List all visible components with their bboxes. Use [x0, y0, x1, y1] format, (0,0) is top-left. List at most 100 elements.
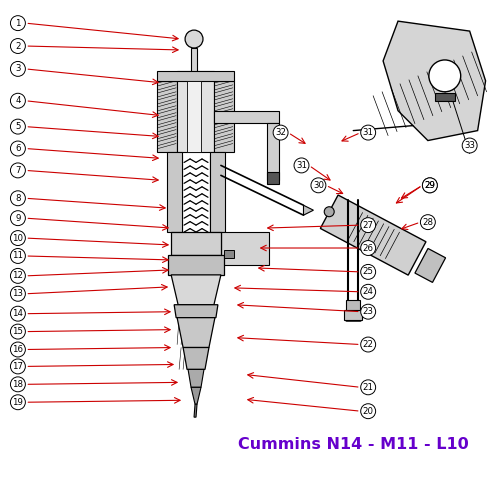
Circle shape [10, 268, 26, 283]
Polygon shape [177, 318, 215, 348]
Polygon shape [344, 310, 362, 320]
Polygon shape [174, 304, 218, 318]
Circle shape [10, 191, 26, 206]
Circle shape [10, 342, 26, 357]
Text: 16: 16 [12, 345, 24, 354]
Circle shape [10, 16, 26, 30]
Text: 22: 22 [362, 340, 374, 349]
Circle shape [422, 178, 438, 193]
Polygon shape [221, 232, 268, 265]
Text: 25: 25 [362, 268, 374, 276]
Circle shape [10, 377, 26, 392]
Text: Cummins N14 - M11 - L10: Cummins N14 - M11 - L10 [238, 436, 468, 452]
Circle shape [10, 119, 26, 134]
Polygon shape [435, 93, 454, 100]
Circle shape [10, 210, 26, 226]
Circle shape [10, 163, 26, 178]
Polygon shape [304, 205, 314, 215]
Text: 30: 30 [313, 181, 324, 190]
Circle shape [324, 206, 334, 216]
Text: 21: 21 [362, 383, 374, 392]
Circle shape [10, 248, 26, 264]
Polygon shape [171, 275, 221, 304]
Polygon shape [214, 110, 278, 122]
Polygon shape [415, 248, 446, 282]
Polygon shape [177, 71, 214, 152]
Polygon shape [157, 71, 234, 81]
Polygon shape [383, 21, 486, 140]
Circle shape [360, 284, 376, 300]
Polygon shape [157, 81, 177, 152]
Circle shape [360, 337, 376, 352]
Text: 20: 20 [362, 406, 374, 416]
Text: 24: 24 [362, 288, 374, 296]
Polygon shape [171, 232, 221, 255]
Text: 2: 2 [15, 42, 20, 50]
Circle shape [10, 306, 26, 321]
Circle shape [360, 380, 376, 395]
Polygon shape [266, 172, 278, 184]
Text: 1: 1 [15, 18, 20, 28]
Text: 3: 3 [15, 64, 20, 74]
Text: 27: 27 [362, 220, 374, 230]
Polygon shape [266, 122, 278, 180]
Text: 28: 28 [422, 218, 434, 226]
Polygon shape [168, 255, 224, 275]
Polygon shape [167, 152, 182, 232]
Circle shape [10, 230, 26, 246]
Text: 7: 7 [15, 166, 20, 175]
Circle shape [429, 60, 460, 92]
Circle shape [10, 324, 26, 339]
Text: 32: 32 [275, 128, 286, 137]
Text: 8: 8 [15, 194, 20, 203]
Circle shape [10, 395, 26, 409]
Circle shape [10, 38, 26, 54]
Text: 5: 5 [15, 122, 20, 131]
Text: 12: 12 [12, 272, 24, 280]
Polygon shape [191, 48, 197, 81]
Polygon shape [214, 81, 234, 152]
Circle shape [360, 304, 376, 319]
Circle shape [422, 178, 438, 193]
Circle shape [360, 240, 376, 256]
Circle shape [10, 141, 26, 156]
Circle shape [10, 62, 26, 76]
Text: 9: 9 [15, 214, 20, 222]
Polygon shape [183, 348, 209, 370]
Text: 14: 14 [12, 309, 24, 318]
Text: 23: 23 [362, 307, 374, 316]
Polygon shape [188, 370, 204, 388]
Circle shape [420, 214, 436, 230]
Polygon shape [191, 388, 201, 404]
Polygon shape [224, 250, 234, 258]
Circle shape [360, 264, 376, 280]
Polygon shape [187, 81, 201, 152]
Polygon shape [210, 152, 225, 232]
Circle shape [10, 94, 26, 108]
Text: 18: 18 [12, 380, 24, 389]
Polygon shape [194, 404, 197, 417]
Text: 4: 4 [15, 96, 20, 105]
Polygon shape [320, 195, 426, 275]
Text: 17: 17 [12, 362, 24, 371]
Text: 6: 6 [15, 144, 20, 153]
Circle shape [185, 30, 203, 48]
Circle shape [311, 178, 326, 193]
Text: 11: 11 [12, 252, 24, 260]
Circle shape [294, 158, 309, 173]
Circle shape [10, 359, 26, 374]
Text: 31: 31 [296, 161, 307, 170]
Text: 15: 15 [12, 327, 24, 336]
Text: 33: 33 [464, 141, 475, 150]
Circle shape [360, 218, 376, 232]
Polygon shape [346, 300, 360, 310]
Text: 29: 29 [424, 181, 436, 190]
Text: 19: 19 [12, 398, 24, 406]
Text: 26: 26 [362, 244, 374, 252]
Text: 10: 10 [12, 234, 24, 242]
Circle shape [273, 125, 288, 140]
Circle shape [360, 404, 376, 418]
Text: 13: 13 [12, 290, 24, 298]
Circle shape [462, 138, 477, 153]
Circle shape [360, 125, 376, 140]
